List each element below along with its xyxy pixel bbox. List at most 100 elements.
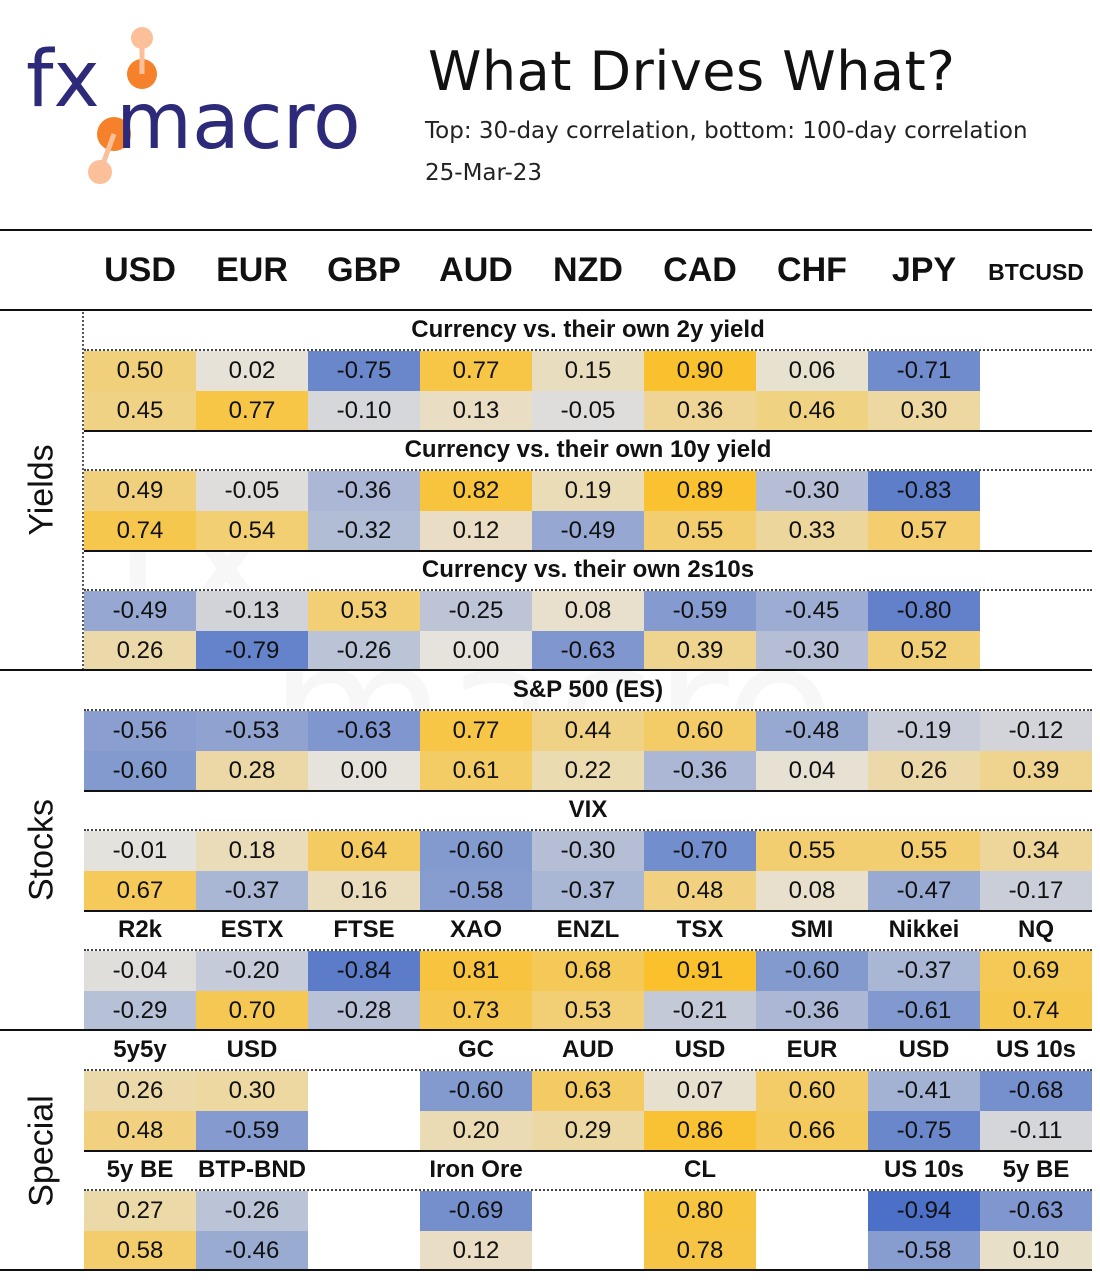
- correlation-cell: 0.81: [420, 951, 532, 991]
- row-100day: -0.29 0.70 -0.28 0.73 0.53 -0.21 -0.36 -0.61 0.7…: [84, 991, 1092, 1031]
- correlation-cell: -0.56: [84, 711, 196, 751]
- correlation-cell: -0.05: [196, 471, 308, 511]
- asset-label: 5y BE: [1002, 1156, 1070, 1183]
- correlation-cell: 0.34: [980, 831, 1092, 871]
- correlation-cell: 0.46: [756, 391, 868, 431]
- correlation-cell: 0.77: [420, 711, 532, 751]
- correlation-cell: -0.36: [756, 991, 868, 1031]
- group-label-stocks: Stocks: [22, 798, 61, 902]
- correlation-cell: 0.57: [868, 511, 980, 551]
- block-rule: [84, 1150, 1092, 1152]
- correlation-cell: -0.36: [308, 471, 420, 511]
- correlation-cell: -0.63: [308, 711, 420, 751]
- asset-label: US 10s: [883, 1156, 965, 1183]
- column-header-nzd: NZD: [553, 251, 623, 289]
- correlation-cell: 0.00: [308, 751, 420, 791]
- correlation-cell: 0.77: [420, 351, 532, 391]
- page-subtitle: Top: 30-day correlation, bottom: 100-day…: [425, 118, 1028, 144]
- asset-label: US 10s: [995, 1036, 1077, 1063]
- correlation-cell: -0.69: [420, 1191, 532, 1231]
- asset-label-row: 5y BE BTP-BND Iron Ore CL US 10s 5y BE: [84, 1151, 1092, 1189]
- correlation-cell: 0.53: [308, 591, 420, 631]
- asset-label-row: R2k ESTX FTSE XAO ENZL TSX SMI Nikkei NQ: [84, 911, 1092, 949]
- column-header-btcusd: BTCUSD: [988, 259, 1084, 285]
- correlation-cell: -0.70: [644, 831, 756, 871]
- correlation-cell: -0.75: [308, 351, 420, 391]
- row-100day: 0.26 -0.79 -0.26 0.00 -0.63 0.39 -0.30 0.52: [84, 631, 1092, 671]
- asset-label: 5y BE: [106, 1156, 174, 1183]
- correlation-cell: 0.18: [196, 831, 308, 871]
- asset-label: TSX: [676, 916, 724, 943]
- correlation-cell: 0.68: [532, 951, 644, 991]
- correlation-cell: 0.15: [532, 351, 644, 391]
- correlation-cell: -0.36: [644, 751, 756, 791]
- correlation-cell: -0.45: [756, 591, 868, 631]
- section-title: Currency vs. their own 2y yield: [411, 316, 765, 343]
- correlation-cell: 0.67: [84, 871, 196, 911]
- correlation-cell: 0.74: [980, 991, 1092, 1031]
- row-30day: 0.27 -0.26 -0.69 0.80 -0.94 -0.63: [84, 1191, 1092, 1231]
- correlation-cell: 0.90: [644, 351, 756, 391]
- page-title: What Drives What?: [428, 40, 956, 103]
- correlation-cell: -0.21: [644, 991, 756, 1031]
- row-100day: 0.67 -0.37 0.16 -0.58 -0.37 0.48 0.08 -0.47 -0.1…: [84, 871, 1092, 911]
- correlation-cell: 0.60: [756, 1071, 868, 1111]
- correlation-cell: -0.28: [308, 991, 420, 1031]
- correlation-cell: -0.20: [196, 951, 308, 991]
- correlation-cell: -0.12: [980, 711, 1092, 751]
- correlation-cell: -0.75: [868, 1111, 980, 1151]
- asset-label: ENZL: [556, 916, 620, 943]
- correlation-cell: 0.63: [532, 1071, 644, 1111]
- correlation-cell: 0.54: [196, 511, 308, 551]
- correlation-cell: -0.17: [980, 871, 1092, 911]
- correlation-cell: 0.02: [196, 351, 308, 391]
- correlation-cell: 0.80: [644, 1191, 756, 1231]
- top-rule: [0, 229, 1092, 231]
- correlation-cell: -0.37: [868, 951, 980, 991]
- asset-label: EUR: [786, 1036, 838, 1063]
- correlation-cell: 0.78: [644, 1231, 756, 1271]
- correlation-cell: 0.12: [420, 511, 532, 551]
- asset-label: AUD: [562, 1036, 614, 1063]
- row-100day: 0.58 -0.46 0.12 0.78 -0.58 0.10: [84, 1231, 1092, 1271]
- asset-label: BTP-BND: [198, 1156, 306, 1183]
- dotted-divider: [84, 469, 1092, 471]
- correlation-cell: -0.60: [420, 831, 532, 871]
- correlation-cell: -0.05: [532, 391, 644, 431]
- correlation-cell: 0.29: [532, 1111, 644, 1151]
- row-30day: 0.49 -0.05 -0.36 0.82 0.19 0.89 -0.30 -0.83: [84, 471, 1092, 511]
- correlation-cell: 0.33: [756, 511, 868, 551]
- correlation-cell: -0.63: [980, 1191, 1092, 1231]
- correlation-cell: 0.00: [420, 631, 532, 671]
- correlation-cell: 0.30: [196, 1071, 308, 1111]
- correlation-cell: 0.86: [644, 1111, 756, 1151]
- correlation-cell: 0.91: [644, 951, 756, 991]
- correlation-cell: -0.46: [196, 1231, 308, 1271]
- asset-label: XAO: [449, 916, 502, 943]
- correlation-cell: 0.73: [420, 991, 532, 1031]
- section-title: Currency vs. their own 2s10s: [421, 556, 755, 583]
- asset-label-row: 5y5y USD GC AUD USD EUR USD US 10s: [84, 1031, 1092, 1069]
- group-rule: [0, 669, 1092, 671]
- correlation-cell: -0.63: [532, 631, 644, 671]
- correlation-cell: 0.77: [196, 391, 308, 431]
- row-30day: -0.49 -0.13 0.53 -0.25 0.08 -0.59 -0.45 -0.80: [84, 591, 1092, 631]
- correlation-cell: 0.89: [644, 471, 756, 511]
- correlation-cell: 0.36: [644, 391, 756, 431]
- correlation-cell: 0.55: [756, 831, 868, 871]
- correlation-cell: 0.53: [532, 991, 644, 1031]
- correlation-cell: 0.30: [868, 391, 980, 431]
- dotted-divider: [84, 1189, 1092, 1191]
- correlation-cell: 0.66: [756, 1111, 868, 1151]
- column-header-chf: CHF: [777, 251, 847, 289]
- correlation-cell: 0.48: [644, 871, 756, 911]
- group-rule: [0, 1269, 1092, 1271]
- correlation-cell: 0.27: [84, 1191, 196, 1231]
- correlation-cell: 0.07: [644, 1071, 756, 1111]
- section-title: Currency vs. their own 10y yield: [404, 436, 772, 463]
- dotted-divider: [84, 349, 1092, 351]
- row-100day: 0.48 -0.59 0.20 0.29 0.86 0.66 -0.75 -0.11: [84, 1111, 1092, 1151]
- correlation-cell: -0.30: [756, 631, 868, 671]
- correlation-cell: 0.26: [84, 1071, 196, 1111]
- correlation-cell: -0.83: [868, 471, 980, 511]
